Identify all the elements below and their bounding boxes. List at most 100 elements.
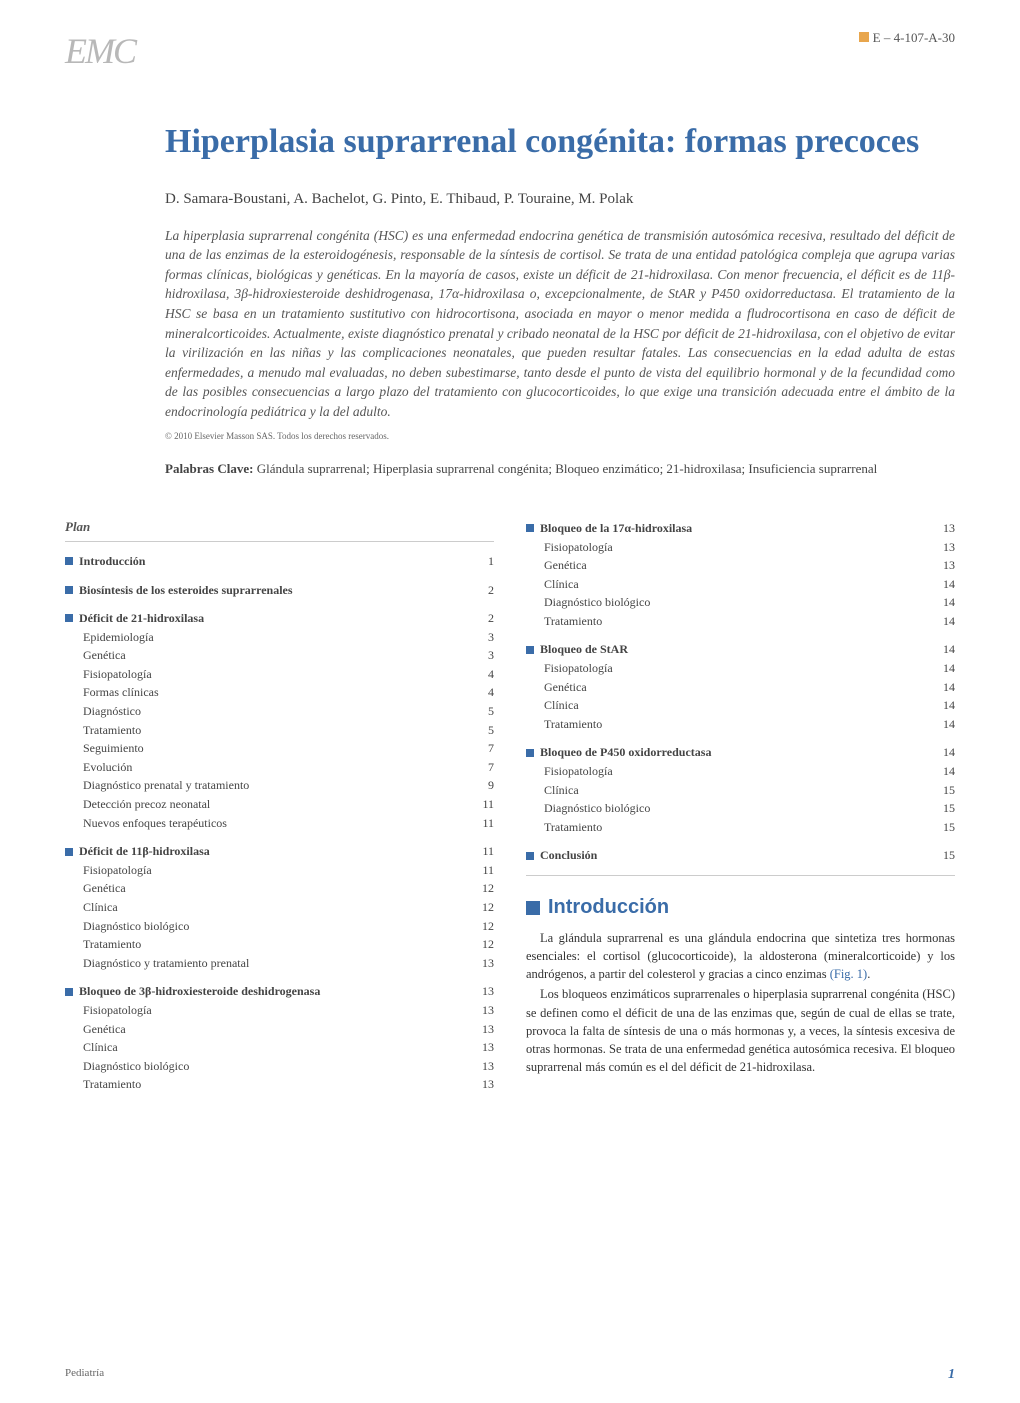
toc-main-row[interactable]: Introducción1 [65, 552, 494, 571]
toc-page-number: 3 [488, 628, 494, 647]
toc-sub-label: Clínica [83, 898, 118, 917]
right-column: Bloqueo de la 17α-hidroxilasa13Fisiopato… [526, 519, 955, 1104]
toc-sub-label: Fisiopatología [544, 762, 613, 781]
toc-sub-label: Diagnóstico biológico [544, 799, 650, 818]
toc-sub-row[interactable]: Tratamiento 13 [65, 1075, 494, 1094]
toc-main-row[interactable]: Bloqueo de StAR 14 [526, 640, 955, 659]
toc-sub-row[interactable]: Fisiopatología4 [65, 665, 494, 684]
toc-sub-label: Diagnóstico biológico [544, 593, 650, 612]
toc-sub-label: Tratamiento [83, 721, 141, 740]
toc-main-row[interactable]: Conclusión15 [526, 846, 955, 865]
toc-sub-row[interactable]: Fisiopatología13 [526, 538, 955, 557]
toc-sub-row[interactable]: Tratamiento15 [526, 818, 955, 837]
toc-sub-row[interactable]: Diagnóstico prenatal y tratamiento 9 [65, 776, 494, 795]
toc-page-number: 14 [943, 678, 955, 697]
toc-sub-row[interactable]: Fisiopatología 14 [526, 762, 955, 781]
toc-sub-label: Fisiopatología [83, 1001, 152, 1020]
toc-page-number: 13 [482, 1075, 494, 1094]
toc-section: Bloqueo de la 17α-hidroxilasa13Fisiopato… [526, 519, 955, 631]
toc-sub-row[interactable]: Fisiopatología14 [526, 659, 955, 678]
toc-main-row[interactable]: Déficit de 21-hidroxilasa2 [65, 609, 494, 628]
toc-sub-row[interactable]: Tratamiento 14 [526, 715, 955, 734]
toc-page-number: 14 [943, 762, 955, 781]
toc-sub-row[interactable]: Formas clínicas4 [65, 683, 494, 702]
toc-marker-icon [65, 586, 73, 594]
toc-sub-label: Nuevos enfoques terapéuticos [83, 814, 227, 833]
toc-main-label: Bloqueo de StAR [526, 640, 628, 659]
footer-left: Pediatría [65, 1367, 104, 1383]
toc-sub-row[interactable]: Diagnóstico biológico14 [526, 593, 955, 612]
toc-main-row[interactable]: Déficit de 11β-hidroxilasa11 [65, 842, 494, 861]
toc-page-number: 14 [943, 640, 955, 659]
toc-sub-label: Genética [83, 1020, 126, 1039]
toc-sub-label: Genética [544, 678, 587, 697]
toc-sub-row[interactable]: Tratamiento12 [65, 935, 494, 954]
toc-sub-label: Tratamiento [544, 612, 602, 631]
toc-sub-label: Diagnóstico prenatal y tratamiento [83, 776, 249, 795]
toc-sub-row[interactable]: Epidemiología3 [65, 628, 494, 647]
toc-main-row[interactable]: Bloqueo de 3β-hidroxiesteroide deshidrog… [65, 982, 494, 1001]
intro-paragraph-2: Los bloqueos enzimáticos suprarrenales o… [526, 985, 955, 1076]
toc-marker-icon [65, 988, 73, 996]
toc-sub-label: Genética [83, 879, 126, 898]
toc-page-number: 3 [488, 646, 494, 665]
toc-left: Introducción1 Biosíntesis de los esteroid… [65, 552, 494, 1094]
toc-marker-icon [526, 646, 534, 654]
toc-page-number: 13 [482, 1057, 494, 1076]
toc-main-row[interactable]: Biosíntesis de los esteroides suprarrena… [65, 581, 494, 600]
toc-page-number: 9 [488, 776, 494, 795]
toc-sub-row[interactable]: Genética 14 [526, 678, 955, 697]
toc-sub-label: Tratamiento [544, 715, 602, 734]
toc-page-number: 15 [943, 781, 955, 800]
toc-sub-row[interactable]: Detección precoz neonatal11 [65, 795, 494, 814]
toc-marker-icon [65, 848, 73, 856]
toc-page-number: 13 [482, 1020, 494, 1039]
left-column: Plan Introducción1Biosíntesis de los est… [65, 519, 494, 1104]
toc-main-row[interactable]: Bloqueo de la 17α-hidroxilasa13 [526, 519, 955, 538]
toc-end-rule [526, 875, 955, 876]
toc-sub-row[interactable]: Genética13 [526, 556, 955, 575]
toc-sub-row[interactable]: Genética 13 [65, 1020, 494, 1039]
toc-page-number: 14 [943, 612, 955, 631]
toc-sub-label: Fisiopatología [544, 659, 613, 678]
toc-page-number: 12 [482, 935, 494, 954]
toc-section: Déficit de 11β-hidroxilasa11Fisiopatolog… [65, 842, 494, 972]
toc-marker-icon [526, 852, 534, 860]
toc-page-number: 11 [482, 861, 494, 880]
toc-marker-icon [526, 524, 534, 532]
toc-sub-row[interactable]: Diagnóstico biológico 13 [65, 1057, 494, 1076]
toc-sub-row[interactable]: Tratamiento 14 [526, 612, 955, 631]
keywords-block: Palabras Clave: Glándula suprarrenal; Hi… [165, 459, 955, 479]
toc-sub-row[interactable]: Fisiopatología11 [65, 861, 494, 880]
toc-sub-row[interactable]: Diagnóstico5 [65, 702, 494, 721]
toc-sub-row[interactable]: Clínica15 [526, 781, 955, 800]
toc-page-number: 4 [488, 665, 494, 684]
toc-section: Bloqueo de 3β-hidroxiesteroide deshidrog… [65, 982, 494, 1094]
toc-main-label: Bloqueo de P450 oxidorreductasa [526, 743, 711, 762]
toc-main-row[interactable]: Bloqueo de P450 oxidorreductasa 14 [526, 743, 955, 762]
toc-sub-row[interactable]: Genética12 [65, 879, 494, 898]
toc-sub-row[interactable]: Clínica14 [526, 575, 955, 594]
toc-page-number: 14 [943, 743, 955, 762]
toc-sub-row[interactable]: Diagnóstico biológico12 [65, 917, 494, 936]
toc-sub-label: Tratamiento [83, 1075, 141, 1094]
toc-sub-label: Diagnóstico biológico [83, 1057, 189, 1076]
toc-sub-row[interactable]: Fisiopatología13 [65, 1001, 494, 1020]
figure-reference[interactable]: (Fig. 1) [830, 967, 868, 981]
authors-line: D. Samara-Boustani, A. Bachelot, G. Pint… [165, 191, 955, 208]
toc-marker-icon [526, 749, 534, 757]
toc-sub-row[interactable]: Tratamiento5 [65, 721, 494, 740]
toc-sub-row[interactable]: Seguimiento7 [65, 739, 494, 758]
toc-sub-row[interactable]: Diagnóstico y tratamiento prenatal13 [65, 954, 494, 973]
toc-sub-row[interactable]: Clínica14 [526, 696, 955, 715]
intro-paragraph-1: La glándula suprarrenal es una glándula … [526, 929, 955, 983]
toc-sub-row[interactable]: Evolución7 [65, 758, 494, 777]
toc-sub-row[interactable]: Clínica12 [65, 898, 494, 917]
toc-sub-row[interactable]: Genética3 [65, 646, 494, 665]
toc-page-number: 14 [943, 715, 955, 734]
toc-sub-row[interactable]: Nuevos enfoques terapéuticos11 [65, 814, 494, 833]
toc-page-number: 11 [482, 795, 494, 814]
toc-sub-row[interactable]: Diagnóstico biológico15 [526, 799, 955, 818]
article-title: Hiperplasia suprarrenal congénita: forma… [165, 122, 955, 163]
toc-sub-row[interactable]: Clínica13 [65, 1038, 494, 1057]
